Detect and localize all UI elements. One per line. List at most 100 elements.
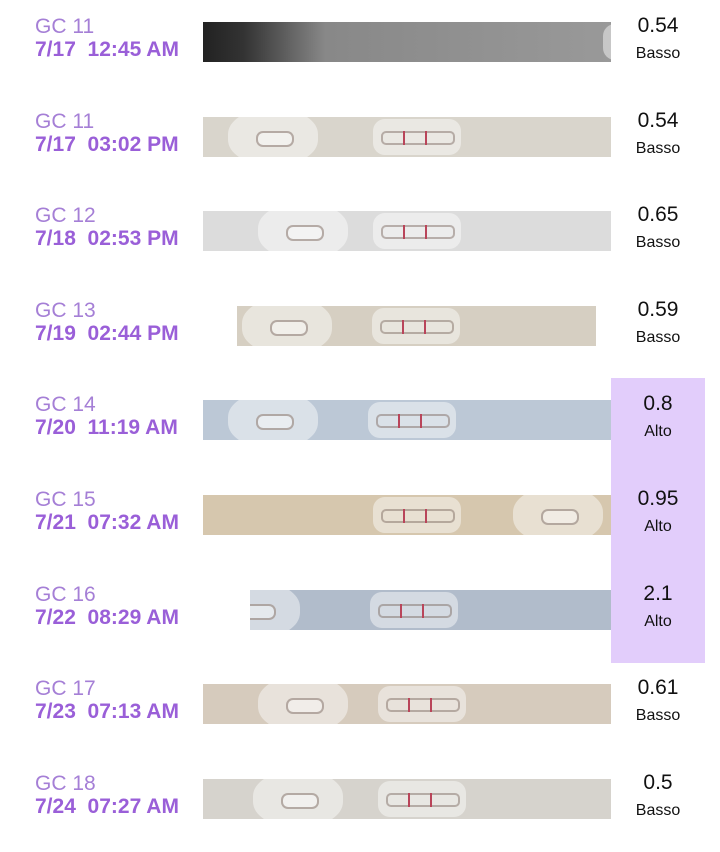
test-row[interactable]: GC 11 7/17 12:45 AM 0.54 Basso: [0, 0, 720, 95]
test-cycle-label: GC 18: [35, 771, 96, 795]
lh-value: 0.59: [637, 297, 679, 321]
control-slot: [541, 509, 579, 525]
control-line: [400, 603, 402, 618]
lh-level: Alto: [644, 518, 672, 535]
test-cycle-label: GC 12: [35, 204, 96, 228]
lh-level: Basso: [635, 139, 681, 157]
test-datetime: 7/23 07:13 AM: [35, 700, 179, 724]
lh-value: 2.1: [643, 581, 673, 605]
test-cycle-label: GC 15: [35, 488, 96, 511]
test-line: [425, 509, 427, 523]
test-strip-photo[interactable]: [203, 22, 611, 62]
result-window: [368, 402, 456, 439]
test-cycle-label: GC 11: [35, 15, 95, 38]
test-strip-photo[interactable]: [203, 495, 611, 535]
lh-value: 0.95: [637, 487, 679, 510]
lh-result: 0.8 Alto: [611, 378, 705, 476]
result-slot: [378, 603, 452, 618]
result-window: [373, 118, 461, 155]
control-slot: [256, 414, 294, 431]
test-strip-photo[interactable]: [203, 684, 611, 725]
result-window: [603, 24, 611, 60]
result-slot: [381, 225, 455, 240]
control-window: [228, 116, 318, 157]
lh-result: 0.65 Basso: [611, 189, 705, 284]
control-window: [250, 589, 300, 630]
test-cycle-label: GC 11: [35, 109, 95, 133]
test-line: [422, 603, 424, 618]
result-slot: [380, 319, 454, 334]
control-line: [402, 319, 404, 334]
lh-value: 0.54: [637, 108, 679, 132]
test-strip-photo[interactable]: [203, 211, 611, 252]
test-row[interactable]: GC 15 7/21 07:32 AM 0.95 Alto: [0, 473, 720, 570]
control-window: [258, 211, 348, 252]
test-cycle-label: GC 17: [35, 677, 96, 701]
test-line: [420, 414, 422, 429]
test-row[interactable]: GC 17 7/23 07:13 AM 0.61 Basso: [0, 662, 720, 757]
control-line: [398, 414, 400, 429]
control-line: [408, 698, 410, 713]
result-slot: [381, 509, 455, 523]
lh-result: 0.54 Basso: [611, 95, 705, 190]
test-cycle-label: GC 13: [35, 298, 96, 322]
test-strip-photo[interactable]: [203, 778, 611, 819]
test-row[interactable]: GC 16 7/22 08:29 AM 2.1 Alto: [0, 567, 720, 665]
test-row[interactable]: GC 13 7/19 02:44 PM 0.59 Basso: [0, 284, 720, 379]
test-datetime: 7/17 12:45 AM: [35, 38, 179, 61]
control-slot: [256, 130, 294, 147]
control-window: [513, 495, 603, 535]
test-line: [430, 792, 432, 807]
lh-result: 0.54 Basso: [611, 0, 705, 95]
control-window: [253, 778, 343, 819]
result-slot: [381, 130, 455, 145]
lh-level: Basso: [635, 45, 681, 62]
test-row[interactable]: GC 11 7/17 03:02 PM 0.54 Basso: [0, 95, 720, 190]
lh-result: 0.59 Basso: [611, 284, 705, 379]
lh-level: Basso: [635, 234, 681, 252]
lh-value: 0.54: [637, 14, 679, 37]
test-datetime: 7/21 07:32 AM: [35, 511, 179, 534]
control-window: [228, 400, 318, 441]
control-line: [403, 509, 405, 523]
lh-level: Basso: [635, 328, 681, 346]
test-datetime: 7/18 02:53 PM: [35, 227, 179, 251]
lh-result: 0.95 Alto: [611, 473, 705, 570]
lh-value: 0.61: [637, 676, 679, 700]
test-cycle-label: GC 16: [35, 582, 96, 606]
result-window: [372, 307, 460, 344]
test-strip-photo[interactable]: [203, 116, 611, 157]
lh-value: 0.65: [637, 203, 679, 227]
lh-level: Alto: [644, 423, 672, 441]
test-datetime: 7/22 08:29 AM: [35, 605, 179, 629]
control-slot: [281, 792, 319, 809]
lh-level: Alto: [644, 612, 672, 630]
test-row[interactable]: GC 18 7/24 07:27 AM 0.5 Basso: [0, 757, 720, 852]
test-strip-photo[interactable]: [203, 400, 611, 441]
result-slot: [386, 698, 460, 713]
test-line: [430, 698, 432, 713]
result-slot: [386, 792, 460, 807]
result-window: [373, 213, 461, 250]
test-line: [425, 225, 427, 240]
control-line: [403, 130, 405, 145]
control-slot: [270, 319, 308, 336]
test-strip-photo[interactable]: [250, 589, 611, 630]
result-window: [378, 780, 466, 817]
result-window: [378, 686, 466, 723]
test-row[interactable]: GC 12 7/18 02:53 PM 0.65 Basso: [0, 189, 720, 284]
control-window: [258, 684, 348, 725]
control-line: [408, 792, 410, 807]
result-window: [373, 497, 461, 533]
test-strip-photo[interactable]: [237, 305, 596, 346]
lh-result: 0.5 Basso: [611, 757, 705, 852]
test-line: [425, 130, 427, 145]
test-datetime: 7/17 03:02 PM: [35, 132, 179, 156]
lh-result: 2.1 Alto: [611, 567, 705, 665]
test-row[interactable]: GC 14 7/20 11:19 AM 0.8 Alto: [0, 378, 720, 476]
lh-result: 0.61 Basso: [611, 662, 705, 757]
control-line: [403, 225, 405, 240]
result-slot: [376, 414, 450, 429]
lh-level: Basso: [635, 801, 681, 819]
result-window: [370, 591, 458, 628]
